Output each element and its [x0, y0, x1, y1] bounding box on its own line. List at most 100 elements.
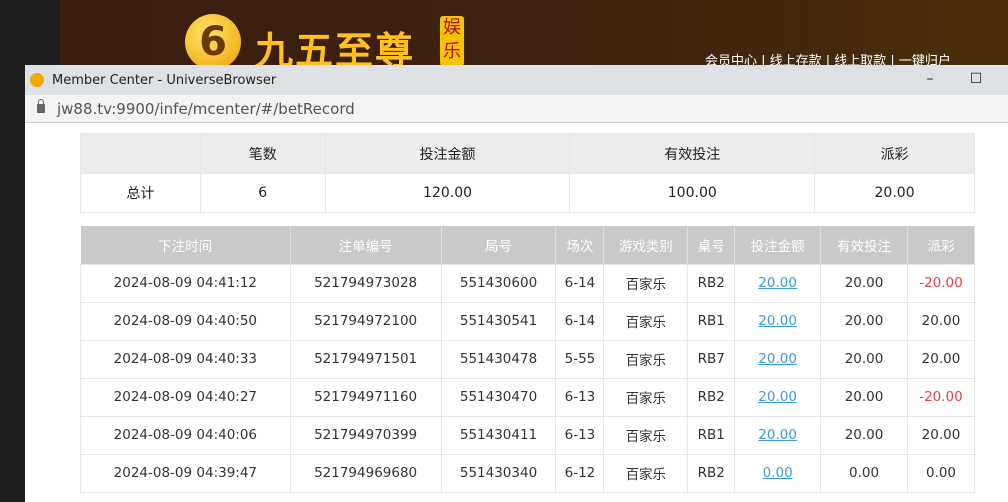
cell-value: 20.00	[921, 313, 961, 329]
table-cell: RB7	[687, 339, 736, 379]
table-cell: 20.00	[820, 377, 908, 417]
table-cell: 百家乐	[603, 377, 689, 417]
table-cell: 百家乐	[603, 339, 689, 379]
table-cell: 20.00	[906, 339, 976, 379]
column-header: 局号	[441, 226, 557, 264]
cell-value: 20.00	[844, 351, 884, 367]
cell-value: 551430541	[459, 313, 538, 329]
table-cell: 20.00	[734, 263, 822, 303]
summary-header: 笔数	[199, 133, 326, 174]
table-cell: 20.00	[734, 415, 822, 455]
table-cell: 551430411	[440, 415, 557, 455]
table-cell: 百家乐	[603, 301, 689, 341]
table-cell: 20.00	[734, 377, 822, 417]
cell-value: 20.00	[844, 427, 884, 443]
table-cell: 2024-08-09 04:41:12	[80, 263, 291, 303]
cell-value: 521794973028	[314, 275, 418, 291]
table-cell: 百家乐	[603, 415, 689, 455]
cell-value: 551430600	[459, 275, 538, 291]
bet-amount-link[interactable]: 20.00	[758, 389, 797, 405]
cell-value: RB1	[697, 313, 725, 329]
cell-value: -20.00	[919, 389, 963, 405]
table-cell: 百家乐	[603, 453, 689, 493]
cell-value: 2024-08-09 04:39:47	[113, 465, 258, 481]
bet-amount-link[interactable]: 20.00	[758, 275, 797, 291]
table-cell: 551430600	[440, 263, 557, 303]
table-cell: 20.00	[906, 415, 976, 455]
browser-logo-icon	[30, 73, 44, 87]
table-cell: 20.00	[906, 301, 976, 341]
cell-value: 20.00	[844, 313, 884, 329]
cell-value: 551430411	[459, 427, 538, 443]
table-cell: 521794969680	[289, 453, 442, 493]
table-cell: 0.00	[906, 453, 976, 493]
table-cell: 6-14	[555, 263, 605, 303]
column-header: 注单编号	[290, 226, 442, 264]
cell-value: 百家乐	[625, 391, 667, 407]
table-cell: -20.00	[906, 377, 976, 417]
bet-amount-link[interactable]: 20.00	[758, 427, 797, 443]
cell-value: 2024-08-09 04:40:33	[113, 351, 258, 367]
window-title: Member Center - UniverseBrowser	[52, 72, 277, 88]
browser-window: Member Center - UniverseBrowser – ☐ jw88…	[25, 65, 1008, 502]
table-cell: 6-12	[555, 453, 605, 493]
cell-value: 5-55	[564, 351, 596, 367]
cell-value: 2024-08-09 04:40:06	[113, 427, 258, 443]
column-header: 桌号	[687, 226, 736, 264]
summary-header: 派彩	[814, 133, 975, 174]
bet-amount-link[interactable]: 20.00	[758, 351, 797, 367]
column-header: 派彩	[907, 226, 976, 264]
cell-value: RB2	[697, 275, 725, 291]
column-header: 有效投注	[820, 226, 908, 264]
title-bar: Member Center - UniverseBrowser – ☐	[25, 65, 1008, 95]
cell-value: RB7	[697, 351, 725, 367]
summary-header: 有效投注	[569, 133, 816, 174]
column-header: 投注金额	[734, 226, 822, 264]
logo-tag: 娱乐	[440, 16, 464, 66]
table-cell: 6-13	[555, 415, 605, 455]
maximize-button[interactable]: ☐	[969, 71, 983, 87]
table-cell: 521794973028	[289, 263, 442, 303]
column-header: 游戏类别	[603, 226, 689, 264]
summary-table: 笔数 投注金额 有效投注 派彩 总计 6 120.00 100.00 20.00	[80, 133, 975, 213]
cell-value: 551430478	[459, 351, 538, 367]
cell-value: -20.00	[919, 275, 963, 291]
summary-header	[80, 133, 201, 174]
table-row: 2024-08-09 04:40:06 521794970399 551430411…	[80, 415, 976, 455]
table-cell: 551430541	[440, 301, 557, 341]
cell-value: 2024-08-09 04:40:27	[113, 389, 258, 405]
cell-value: 521794971160	[314, 389, 418, 405]
cell-value: 521794970399	[314, 427, 418, 443]
cell-value: 521794969680	[314, 465, 418, 481]
table-cell: 0.00	[734, 453, 822, 493]
minimize-button[interactable]: –	[926, 71, 934, 87]
summary-cell: 120.00	[324, 173, 571, 213]
table-cell: RB1	[687, 415, 736, 455]
address-bar[interactable]: jw88.tv:9900/infe/mcenter/#/betRecord	[25, 95, 1008, 123]
cell-value: 6-14	[564, 275, 596, 291]
cell-value: 2024-08-09 04:40:50	[113, 313, 258, 329]
summary-cell: 100.00	[569, 173, 816, 213]
table-row: 2024-08-09 04:39:47 521794969680 551430340…	[80, 453, 976, 493]
column-header: 下注时间	[80, 226, 291, 264]
cell-value: RB2	[697, 389, 725, 405]
bet-amount-link[interactable]: 20.00	[758, 313, 797, 329]
cell-value: 6-12	[564, 465, 596, 481]
lock-icon	[37, 99, 45, 113]
table-cell: 20.00	[820, 301, 908, 341]
table-cell: 551430478	[440, 339, 557, 379]
cell-value: 百家乐	[625, 315, 667, 331]
bet-amount-link[interactable]: 0.00	[762, 465, 793, 481]
cell-value: 百家乐	[625, 467, 667, 483]
table-cell: RB1	[687, 301, 736, 341]
table-cell: 6-13	[555, 377, 605, 417]
table-cell: 521794970399	[289, 415, 442, 455]
table-cell: 551430470	[440, 377, 557, 417]
cell-value: 20.00	[844, 275, 884, 291]
table-cell: 2024-08-09 04:40:50	[80, 301, 291, 341]
table-cell: 2024-08-09 04:40:27	[80, 377, 291, 417]
cell-value: 6-14	[564, 313, 596, 329]
table-cell: 0.00	[820, 453, 908, 493]
cell-value: RB2	[697, 465, 725, 481]
logo-icon: 6	[185, 14, 241, 70]
